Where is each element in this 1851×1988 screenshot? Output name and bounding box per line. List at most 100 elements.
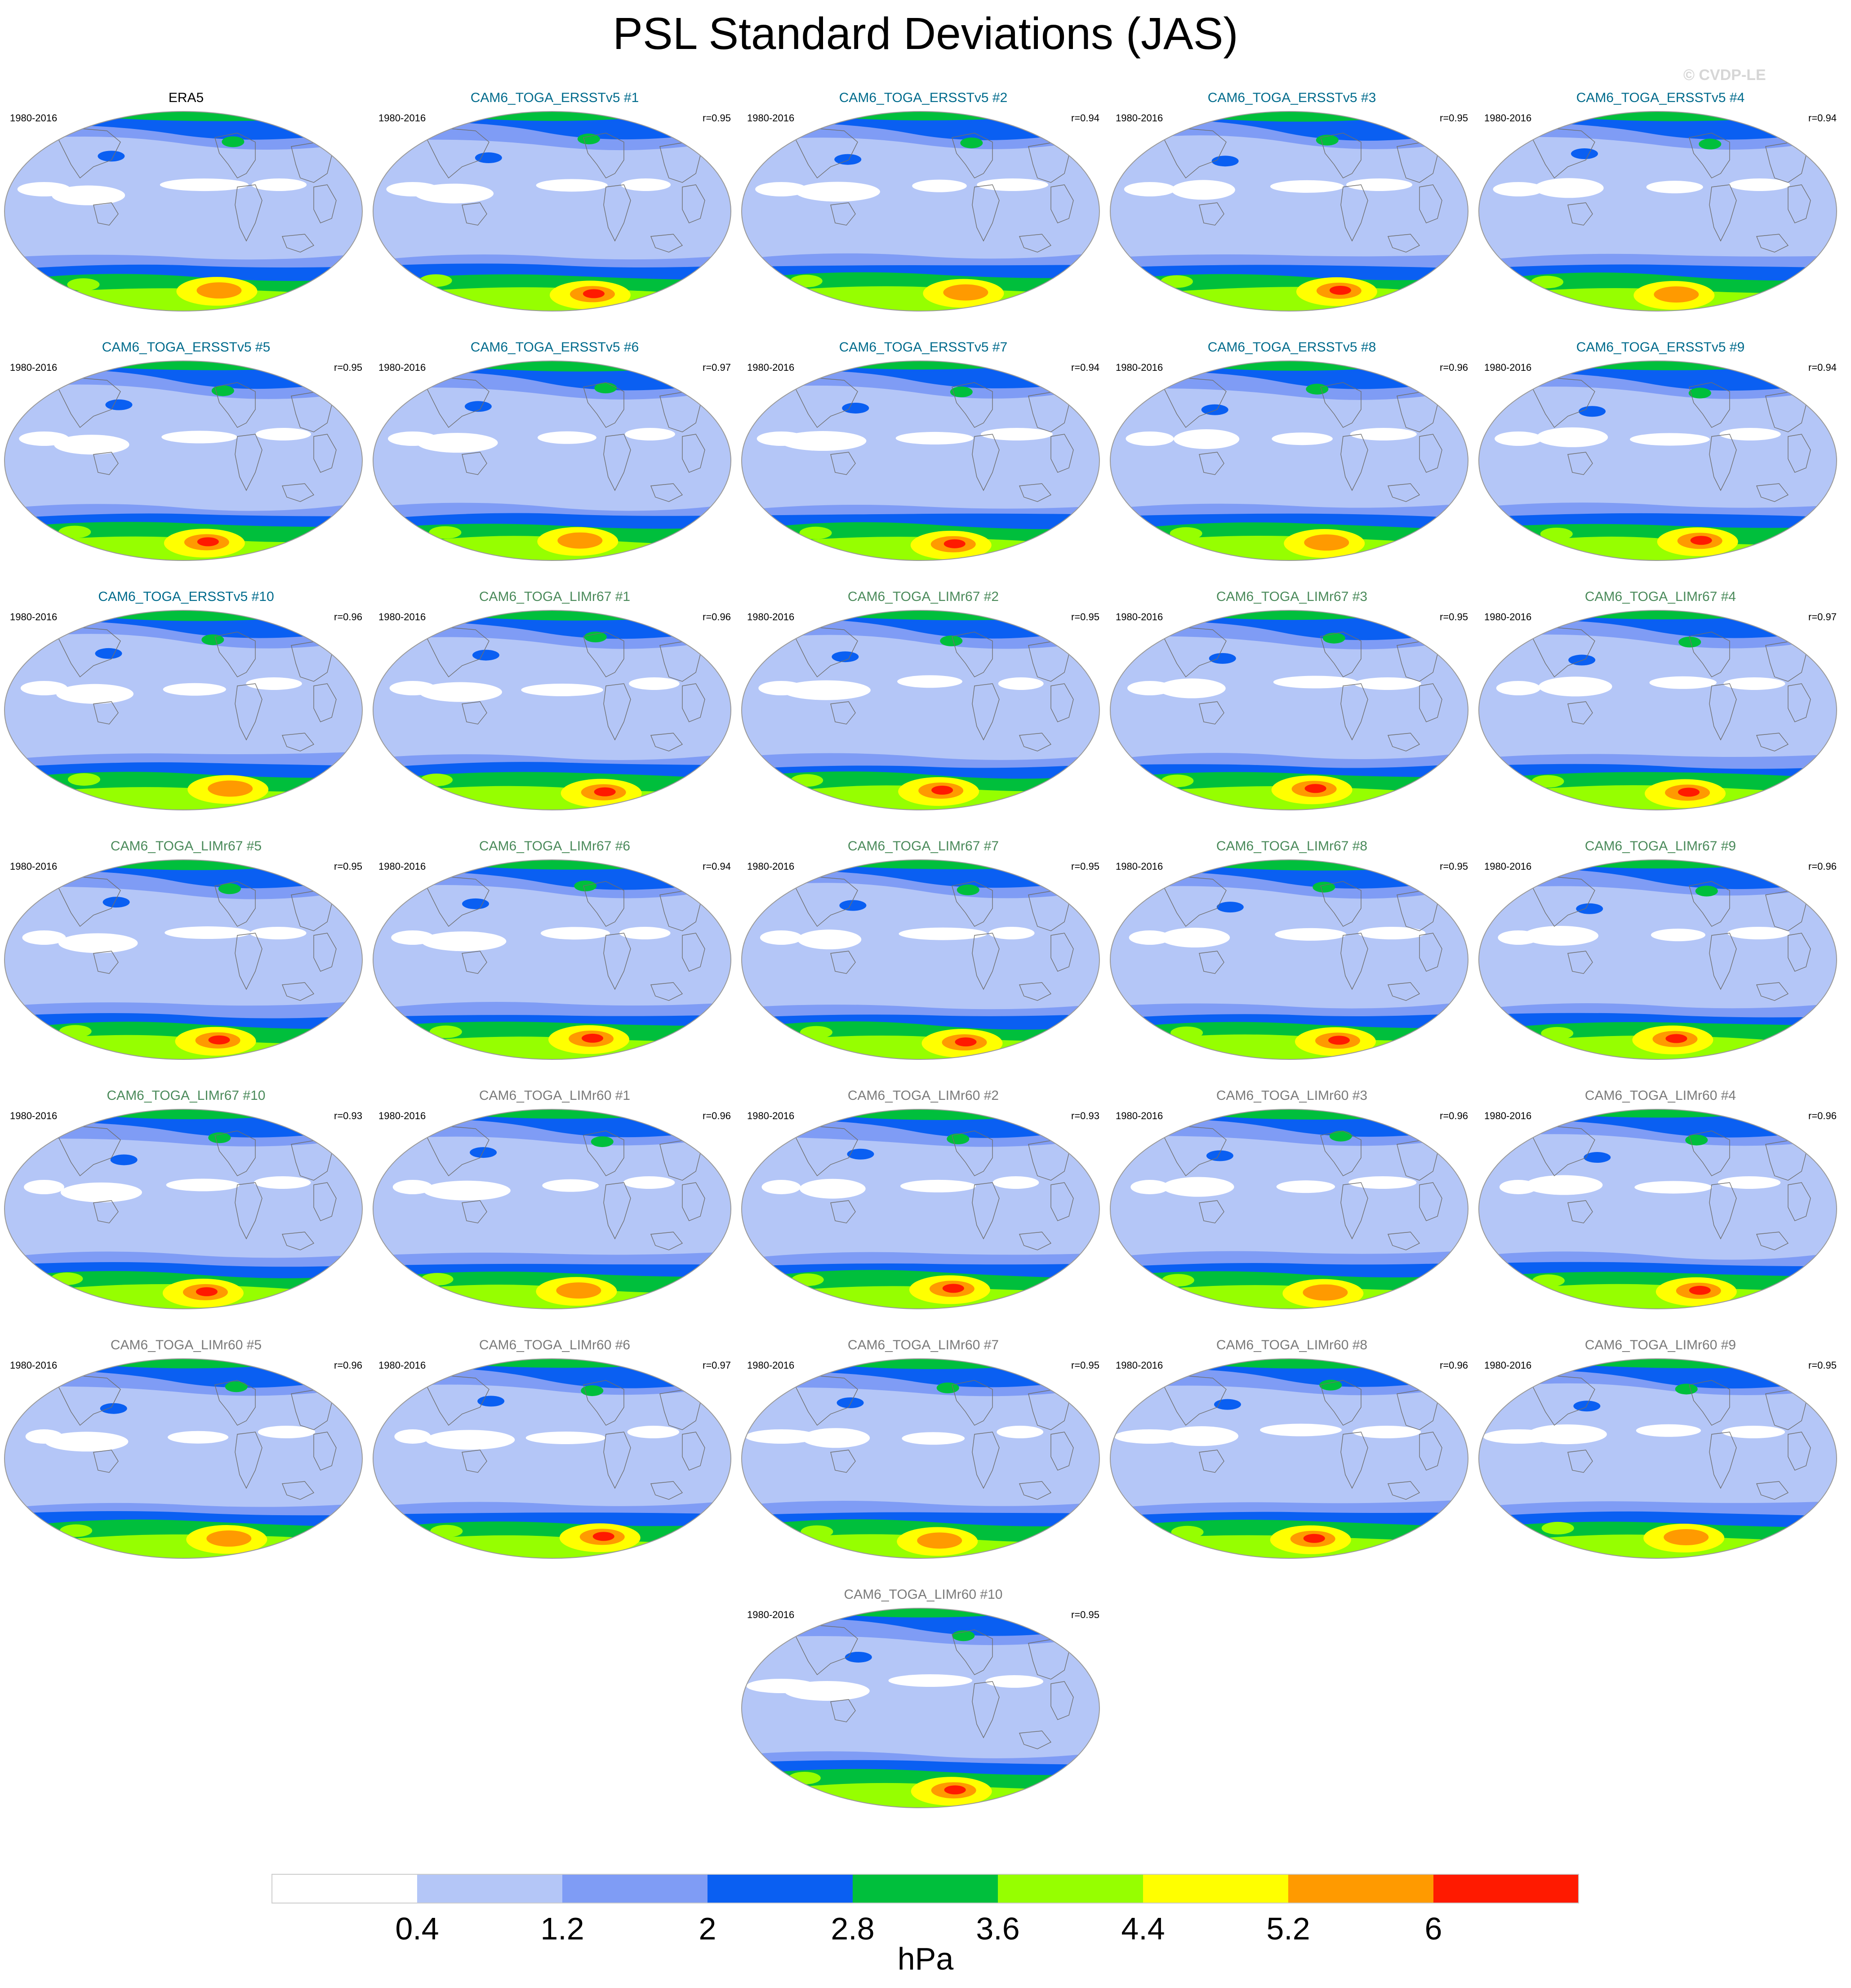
coastline [313,1432,337,1471]
colorbar-swatch [562,1874,707,1903]
psl-field-low [1273,676,1357,689]
map-panel: CAM6_TOGA_ERSSTv5 #10 1980-2016 r=0.96 [4,589,369,819]
psl-field-low [1723,677,1785,690]
panel-years: 1980-2016 [1116,1360,1163,1371]
coastline [952,1130,993,1176]
psl-field-low [1157,678,1226,698]
coastline [1567,1450,1593,1473]
psl-field-low [1722,1426,1785,1438]
coastline [93,202,119,226]
coastline [794,627,858,678]
coastline [1340,434,1368,491]
coastline [93,951,119,974]
colorbar-tick-label: 5.2 [1266,1911,1310,1946]
map-panel: CAM6_TOGA_LIMr67 #10 1980-2016 r=0.93 [4,1088,369,1318]
psl-field-sh-max [556,1282,601,1299]
map-panel: CAM6_TOGA_LIMr60 #9 1980-2016 r=0.95 [1478,1337,1843,1567]
psl-field-low [421,931,507,952]
coastline [650,733,683,752]
psl-field-low [988,927,1035,939]
panel-title: CAM6_TOGA_ERSSTv5 #9 [1576,340,1745,355]
coastline [1199,1450,1224,1473]
psl-field-nh-cell [845,1651,872,1663]
coastline [1531,1375,1595,1426]
psl-field-low [1646,181,1703,194]
robinson-map [373,610,731,810]
coastline [462,1200,487,1223]
coastline [1419,184,1442,223]
psl-field-low [163,683,226,696]
map-panel: CAM6_TOGA_LIMr60 #10 1980-2016 r=0.95 [741,1587,1106,1817]
colorbar-swatch [853,1874,998,1903]
psl-field-nh-cell [201,634,224,645]
coastline [1756,1232,1789,1250]
map-outline [4,859,363,1060]
psl-field-nh-cell [574,881,597,892]
coastline [682,933,705,972]
coastline [1199,701,1224,725]
psl-field-sh-cell [1531,775,1564,788]
panel-years: 1980-2016 [378,362,426,373]
coastline [952,1629,993,1675]
map-outline [1478,1109,1837,1309]
psl-field-nh-cell [105,399,133,410]
map-panel: CAM6_TOGA_ERSSTv5 #9 1980-2016 r=0.94 [1478,339,1843,569]
psl-field-low [781,680,871,700]
panel-title: CAM6_TOGA_LIMr60 #3 [1216,1088,1368,1103]
psl-field-low [392,1180,433,1194]
map-outline [4,1358,363,1559]
coastline [1567,951,1593,974]
map-panel: CAM6_TOGA_LIMr60 #6 1980-2016 r=0.97 [372,1337,737,1567]
psl-field-sh-max [1689,1285,1711,1295]
psl-field-sh-max [1690,536,1712,545]
map-panel: CAM6_TOGA_LIMr67 #9 1980-2016 r=0.96 [1478,838,1843,1068]
map-outline [4,610,363,810]
coastline [1340,184,1368,242]
psl-field-sh-cell [801,1525,833,1538]
colorbar-tick-label: 0.4 [395,1911,439,1946]
psl-field-sh-cell [1541,1521,1574,1534]
map-outline [1110,360,1468,561]
psl-field-low [619,927,671,939]
panel-grid: ERA5 1980-2016 CAM6_TOGA_ERSSTv5 #1 1980-20… [4,90,1843,1817]
psl-field-low [997,1426,1044,1438]
coastline [1340,1182,1368,1240]
psl-field-low [1127,681,1172,695]
psl-field-sh-max [592,1532,614,1541]
psl-field-nh-cell [1678,636,1701,648]
psl-field-nh-cell [847,1148,874,1160]
psl-field-low [1534,178,1604,198]
psl-field-nh-cell [225,1381,248,1392]
map-panel: CAM6_TOGA_LIMr67 #2 1980-2016 r=0.95 [741,589,1106,819]
psl-field-sh-cell [67,278,100,291]
robinson-map [1478,1358,1837,1559]
coastline [682,683,705,722]
psl-field-sh-cell [421,1273,454,1286]
robinson-map [373,111,731,311]
panel-title: CAM6_TOGA_LIMr67 #1 [479,589,631,604]
psl-field-nh-cell [839,900,867,911]
psl-field-low [1276,1180,1335,1193]
map-outline [373,111,731,311]
psl-field-nh-band [444,860,660,870]
robinson-map [4,1109,363,1309]
psl-field-low [799,1179,866,1199]
coastline [952,1380,993,1426]
coastline [1050,1182,1074,1221]
coastline [1320,382,1362,428]
panel-pattern-correlation: r=0.95 [334,362,362,373]
psl-field-nh-cell [102,897,130,908]
panel-years: 1980-2016 [378,1110,426,1121]
panel-years: 1980-2016 [378,1360,426,1371]
psl-field-nh-cell [464,401,492,412]
coastline [1388,234,1420,253]
psl-field-low [419,682,502,702]
psl-field-low [540,927,610,940]
psl-field-low [254,1176,311,1189]
colorbar-tick-label: 1.2 [540,1911,584,1946]
coastline [1567,202,1593,226]
coastline [282,234,315,253]
coastline [1163,128,1227,179]
psl-field-low [394,1429,431,1444]
coastline [282,982,315,1001]
